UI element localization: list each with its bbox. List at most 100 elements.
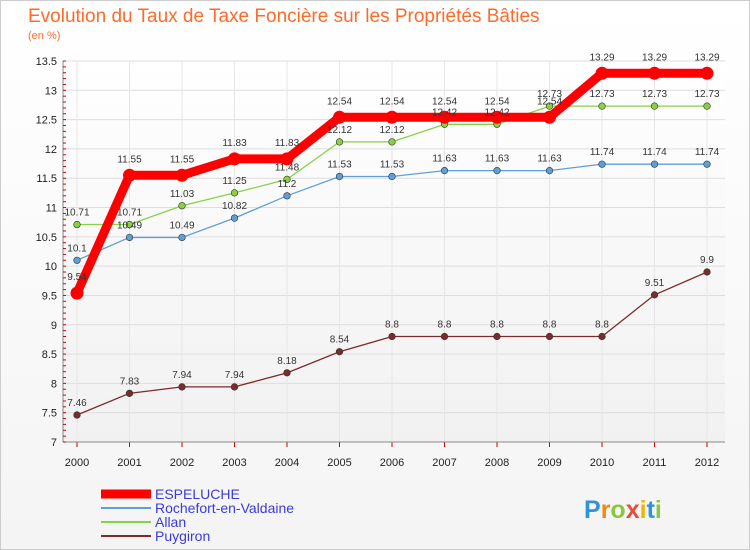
data-point	[125, 389, 134, 397]
data-point	[543, 110, 556, 124]
data-point	[230, 214, 239, 222]
data-point	[178, 233, 186, 242]
data-label: 12.12	[327, 125, 352, 136]
data-point	[283, 369, 291, 377]
data-point	[73, 220, 81, 229]
data-point	[703, 160, 711, 168]
data-label: 11.63	[432, 154, 457, 165]
data-point	[230, 383, 239, 391]
data-point	[650, 291, 659, 299]
series-rochefort-en-valdaine	[73, 160, 711, 264]
data-label: 12.42	[484, 107, 509, 118]
data-point	[283, 192, 291, 200]
y-tick-label: 10	[45, 261, 57, 273]
data-label: 11.63	[537, 154, 562, 165]
logo-letter-r: r	[601, 496, 611, 524]
data-point	[73, 256, 81, 264]
y-tick-label: 8	[51, 378, 57, 390]
legend-label: ESPELUCHE	[155, 486, 240, 502]
data-label: 9.51	[645, 278, 665, 289]
data-point	[280, 152, 294, 166]
data-label: 12.54	[432, 96, 457, 107]
data-label: 8.18	[277, 356, 297, 367]
data-label: 12.42	[432, 107, 457, 118]
data-label: 11.25	[222, 176, 247, 187]
data-label: 12.73	[537, 89, 562, 100]
data-point	[703, 102, 711, 110]
x-tick-label: 2008	[485, 457, 509, 469]
data-label: 7.94	[172, 370, 192, 381]
x-axis-ticks: 2000 2001 2002 2003 2004 2005 2006 2007 2008 2009…	[65, 457, 719, 469]
data-label: 12.12	[379, 125, 404, 136]
data-point	[545, 102, 554, 110]
data-point	[388, 138, 396, 146]
data-point	[228, 152, 241, 166]
data-label: 13.29	[642, 52, 667, 63]
logo-letter-o: o	[610, 496, 625, 524]
data-point	[440, 167, 449, 175]
data-label: 8.8	[438, 319, 452, 330]
x-tick-label: 2003	[222, 457, 246, 469]
data-point	[650, 102, 659, 110]
data-point	[175, 168, 189, 182]
logo-letter-i2: i	[655, 496, 662, 524]
logo-letter-i: i	[640, 496, 647, 524]
x-tick-label: 2000	[65, 457, 89, 469]
svg-text:Proxiti: Proxiti	[584, 496, 662, 524]
data-point	[703, 268, 711, 276]
data-point	[70, 286, 84, 300]
data-label: 11.55	[117, 154, 142, 165]
legend-label: Allan	[155, 514, 186, 530]
y-tick-label: 11	[46, 203, 57, 215]
data-point	[283, 175, 291, 184]
data-label: 8.8	[595, 319, 609, 330]
data-point	[490, 110, 504, 124]
data-label: 11.63	[485, 154, 510, 165]
data-point	[648, 66, 661, 80]
data-label: 13.29	[694, 52, 719, 63]
data-label: 12.73	[694, 89, 719, 100]
legend: ESPELUCHERochefort-en-ValdaineAllanPuygi…	[101, 486, 294, 544]
proxiti-logo: Proxiti	[584, 496, 662, 524]
x-tick-label: 2011	[643, 457, 667, 469]
data-point	[385, 110, 399, 124]
data-label: 7.46	[67, 398, 87, 409]
data-point	[598, 102, 606, 110]
plot-area	[63, 61, 725, 442]
data-label: 11.2	[278, 179, 297, 190]
unit-label: (en %)	[28, 30, 61, 42]
logo-letter-p: P	[584, 496, 601, 524]
data-point	[598, 160, 606, 168]
y-tick-label: 13	[45, 85, 57, 97]
x-tick-label: 2007	[432, 457, 456, 469]
data-point	[595, 66, 609, 80]
data-point	[650, 160, 659, 168]
data-label: 10.71	[117, 208, 142, 219]
data-label: 11.53	[380, 159, 405, 170]
data-label: 11.03	[170, 189, 195, 200]
data-label: 7.83	[120, 376, 140, 387]
data-label: 8.8	[490, 319, 504, 330]
data-label: 12.73	[589, 89, 614, 100]
data-point	[545, 167, 554, 175]
x-tick-label: 2002	[170, 457, 194, 469]
x-tick-label: 2005	[327, 457, 351, 469]
data-label: 10.82	[222, 201, 247, 212]
y-tick-label: 10.5	[36, 232, 57, 244]
data-label: 12.73	[642, 89, 667, 100]
data-point	[493, 167, 501, 175]
data-point	[545, 332, 554, 341]
data-point	[440, 332, 449, 341]
x-tick-label: 2006	[380, 457, 404, 469]
data-point	[335, 172, 344, 181]
y-tick-label: 7.5	[42, 408, 57, 420]
y-tick-label: 9.5	[42, 290, 57, 302]
data-point	[388, 332, 396, 341]
series-espeluche	[70, 66, 714, 300]
data-label: 11.83	[275, 138, 300, 149]
data-point	[598, 332, 606, 341]
data-point	[700, 66, 714, 80]
series-allan	[73, 102, 711, 229]
